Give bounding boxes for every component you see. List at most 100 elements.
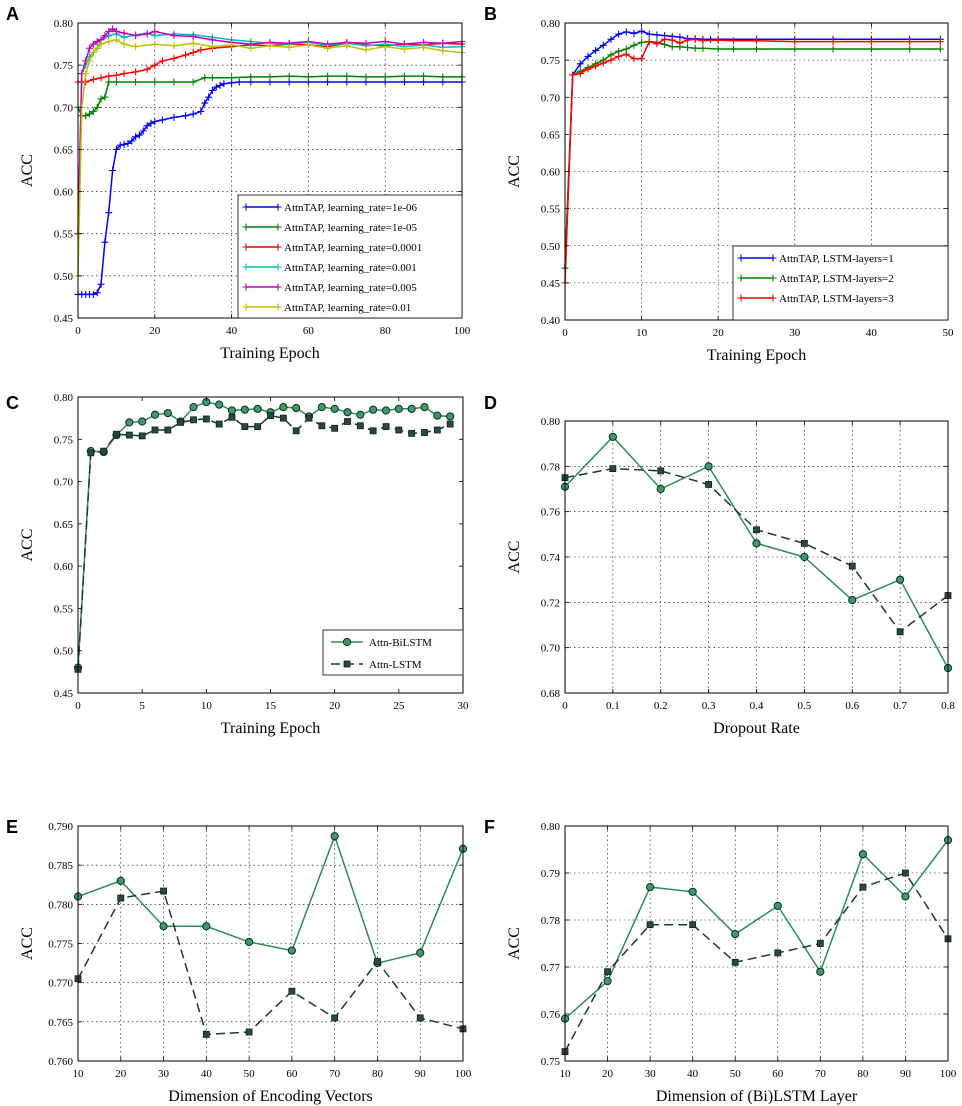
data-point: [86, 44, 94, 52]
data-point: [433, 426, 441, 434]
x-tick-label: 30: [158, 1068, 170, 1080]
data-point: [362, 46, 370, 54]
y-tick-label: 0.80: [541, 821, 561, 833]
data-point: [97, 74, 105, 82]
x-axis-label: Dropout Rate: [713, 720, 800, 737]
data-point: [208, 86, 216, 94]
data-point: [691, 35, 699, 43]
data-point: [400, 72, 408, 80]
data-point: [151, 426, 159, 434]
data-point: [170, 32, 178, 40]
data-point: [615, 52, 623, 60]
x-tick-label: 0.5: [798, 700, 812, 712]
data-point: [287, 946, 296, 955]
y-tick-label: 0.60: [54, 561, 74, 573]
data-point: [343, 72, 351, 80]
y-tick-label: 0.65: [54, 519, 74, 531]
series-b-2: [561, 35, 944, 287]
legend-marker: [274, 283, 282, 291]
data-point: [197, 108, 205, 115]
data-point: [112, 71, 120, 79]
data-point: [101, 238, 109, 246]
legend-entry: AttnTAP, learning_rate=1e-05: [284, 222, 418, 234]
data-point: [105, 72, 113, 80]
data-point: [285, 72, 293, 80]
x-tick-label: 60: [286, 1068, 298, 1080]
x-tick-label: 0.2: [654, 700, 668, 712]
data-point: [112, 27, 120, 35]
data-point: [867, 38, 875, 46]
data-point: [638, 27, 646, 35]
data-point: [150, 410, 160, 419]
data-point: [82, 70, 90, 78]
data-point: [668, 36, 676, 44]
legend-marker: [343, 660, 351, 668]
legend-marker: [274, 223, 282, 231]
data-point: [848, 562, 856, 570]
data-point: [607, 35, 615, 43]
x-axis-label: Training Epoch: [220, 345, 319, 362]
data-point: [829, 38, 837, 46]
data-point: [906, 45, 914, 53]
data-point: [105, 27, 113, 35]
x-axis-label: Training Epoch: [707, 347, 806, 364]
x-tick-label: 0.8: [941, 700, 955, 712]
y-tick-label: 0.65: [541, 129, 561, 141]
x-tick-label: 0: [75, 700, 81, 712]
x-tick-label: 40: [201, 1068, 213, 1080]
x-axis-label: Dimension of (Bi)LSTM Layer: [656, 1088, 858, 1105]
data-point: [163, 408, 172, 418]
data-point: [439, 47, 447, 55]
data-point: [381, 73, 389, 81]
data-point: [101, 93, 109, 101]
y-tick-label: 0.60: [54, 187, 74, 199]
data-point: [800, 552, 809, 562]
x-tick-label: 0.3: [702, 700, 716, 712]
y-tick-label: 0.45: [541, 278, 561, 290]
data-point: [190, 416, 197, 424]
series-line: [77, 39, 463, 276]
legend-marker: [737, 294, 745, 302]
data-point: [645, 30, 653, 38]
legend-box: [322, 629, 464, 676]
data-point: [151, 78, 159, 86]
data-point: [124, 140, 132, 148]
data-point: [205, 93, 213, 101]
data-point: [159, 922, 168, 931]
x-tick-label: 30: [789, 327, 801, 339]
x-tick-label: 40: [226, 325, 238, 337]
x-tick-label: 40: [687, 1068, 699, 1080]
y-tick-label: 0.75: [541, 1056, 561, 1068]
data-point: [143, 30, 151, 38]
panel-letter-b: B: [484, 4, 497, 24]
y-axis-label: ACC: [506, 927, 523, 960]
data-point: [128, 137, 136, 145]
data-point: [936, 38, 944, 46]
data-point: [235, 78, 243, 86]
y-tick-label: 0.785: [48, 860, 73, 872]
x-tick-label: 60: [772, 1068, 784, 1080]
legend-entry: AttnTAP, LSTM-layers=2: [779, 273, 894, 285]
x-tick-label: 50: [244, 1068, 256, 1080]
data-point: [638, 55, 646, 63]
y-tick-label: 0.45: [54, 688, 74, 700]
y-tick-label: 0.55: [541, 204, 561, 216]
data-point: [216, 81, 224, 89]
data-point: [89, 40, 97, 48]
data-point: [279, 403, 288, 412]
data-point: [867, 45, 875, 53]
data-point: [356, 422, 364, 430]
data-point: [285, 43, 293, 51]
data-point: [645, 38, 653, 46]
data-point: [220, 80, 228, 88]
panel-letter-c: C: [6, 393, 19, 413]
legend-c: Attn-BiLSTM Attn-LSTM: [322, 629, 464, 676]
x-tick-label: 5: [139, 700, 145, 712]
data-point: [215, 400, 224, 409]
data-point: [381, 43, 389, 51]
data-point: [356, 410, 365, 419]
data-point: [120, 40, 128, 48]
data-point: [82, 112, 90, 120]
data-point: [245, 1028, 253, 1036]
data-point: [324, 72, 332, 80]
